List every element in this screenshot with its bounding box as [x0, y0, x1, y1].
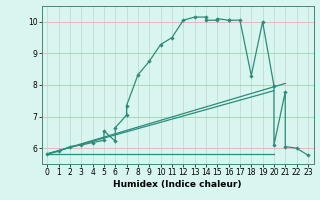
X-axis label: Humidex (Indice chaleur): Humidex (Indice chaleur)	[113, 180, 242, 189]
